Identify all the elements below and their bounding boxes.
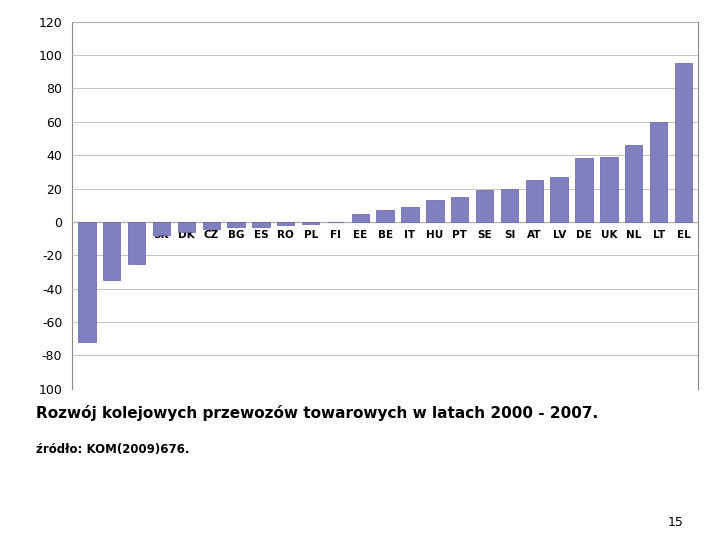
Bar xyxy=(78,222,96,342)
Bar xyxy=(501,188,518,222)
Text: Rozwój kolejowych przewozów towarowych w latach 2000 - 2007.: Rozwój kolejowych przewozów towarowych w… xyxy=(36,405,598,421)
Bar xyxy=(575,158,593,222)
Bar xyxy=(451,197,469,222)
Bar xyxy=(351,213,369,222)
Bar xyxy=(675,63,692,222)
Bar xyxy=(526,180,543,222)
Bar xyxy=(426,200,444,222)
Bar xyxy=(277,222,294,225)
Bar xyxy=(228,222,245,227)
Bar xyxy=(252,222,269,227)
Bar xyxy=(153,222,170,235)
Bar xyxy=(476,190,493,222)
Bar xyxy=(377,210,394,222)
Bar xyxy=(600,157,618,222)
Bar xyxy=(103,222,120,280)
Bar xyxy=(650,122,667,222)
Bar xyxy=(202,222,220,228)
Text: źródło: KOM(2009)676.: źródło: KOM(2009)676. xyxy=(36,443,189,456)
Text: 15: 15 xyxy=(668,516,684,529)
Bar xyxy=(401,207,419,222)
Bar xyxy=(625,145,642,222)
Bar xyxy=(302,222,320,224)
Bar xyxy=(128,222,145,264)
Bar xyxy=(178,222,195,232)
Bar xyxy=(551,177,568,222)
